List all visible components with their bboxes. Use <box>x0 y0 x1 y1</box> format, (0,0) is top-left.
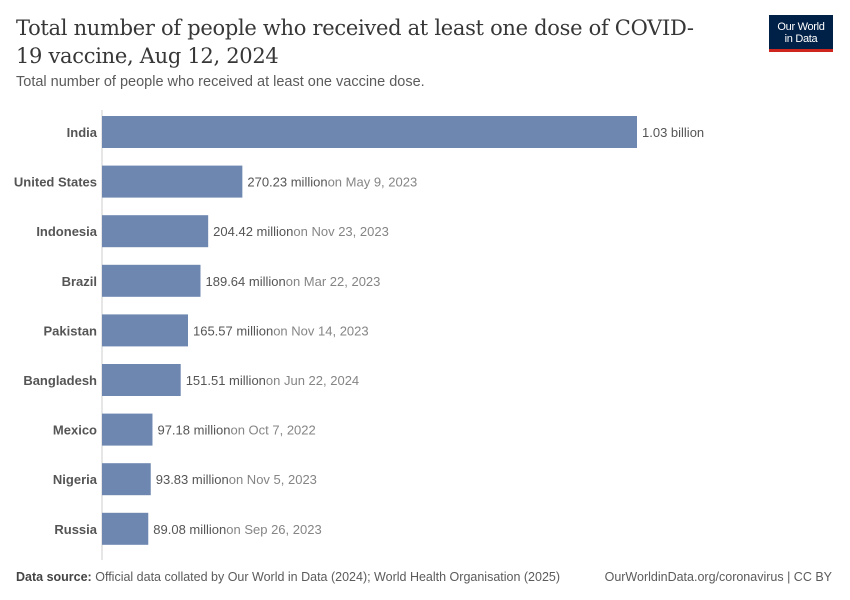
chart-title: Total number of people who received at l… <box>16 16 694 68</box>
chart-subtitle: Total number of people who received at l… <box>16 74 425 90</box>
bar <box>102 364 181 396</box>
bar <box>102 264 201 297</box>
category-label: Russia <box>54 522 97 537</box>
date-note: on Nov 23, 2023 <box>293 224 388 239</box>
category-label: India <box>67 125 98 140</box>
category-label: Brazil <box>62 274 97 289</box>
source-label: Data source: <box>16 570 92 584</box>
bar <box>102 512 149 545</box>
value-label: 204.42 millionon Nov 23, 2023 <box>213 224 389 239</box>
value-label: 1.03 billion <box>642 125 704 140</box>
value-label: 151.51 millionon Jun 22, 2024 <box>186 373 359 388</box>
date-note: on May 9, 2023 <box>328 175 418 190</box>
value-label: 165.57 millionon Nov 14, 2023 <box>193 323 369 338</box>
bar <box>102 165 243 198</box>
logo-line1: Our World <box>777 21 825 33</box>
value-label: 93.83 millionon Nov 5, 2023 <box>156 472 317 487</box>
footer-source: Data source: Official data collated by O… <box>16 570 560 584</box>
bar <box>102 215 209 248</box>
date-note: on Sep 26, 2023 <box>226 522 321 537</box>
bar-chart: India 1.03 billion United States 270.23 mil… <box>14 110 704 560</box>
bar <box>102 314 188 347</box>
bar <box>102 413 153 446</box>
logo-line2: in Data <box>784 33 818 45</box>
value-label: 270.23 millionon May 9, 2023 <box>247 175 417 190</box>
category-label: Indonesia <box>36 224 97 239</box>
date-note: on Nov 14, 2023 <box>273 323 368 338</box>
date-note: on Oct 7, 2022 <box>230 423 315 438</box>
category-label: Pakistan <box>44 323 98 338</box>
date-note: on Nov 5, 2023 <box>229 472 317 487</box>
date-note: on Jun 22, 2024 <box>266 373 359 388</box>
date-note: on Mar 22, 2023 <box>286 274 381 289</box>
category-label: United States <box>14 175 97 190</box>
value-label: 89.08 millionon Sep 26, 2023 <box>153 522 321 537</box>
category-label: Mexico <box>53 423 97 438</box>
bar <box>102 463 151 496</box>
footer-link[interactable]: OurWorldinData.org/coronavirus | CC BY <box>604 570 832 584</box>
value-label: 97.18 millionon Oct 7, 2022 <box>157 423 315 438</box>
bar <box>102 116 637 148</box>
category-label: Nigeria <box>53 472 98 487</box>
source-text: Official data collated by Our World in D… <box>95 570 561 584</box>
category-label: Bangladesh <box>23 373 97 388</box>
value-label: 189.64 millionon Mar 22, 2023 <box>206 274 381 289</box>
owid-logo[interactable]: Our World in Data <box>769 15 833 52</box>
